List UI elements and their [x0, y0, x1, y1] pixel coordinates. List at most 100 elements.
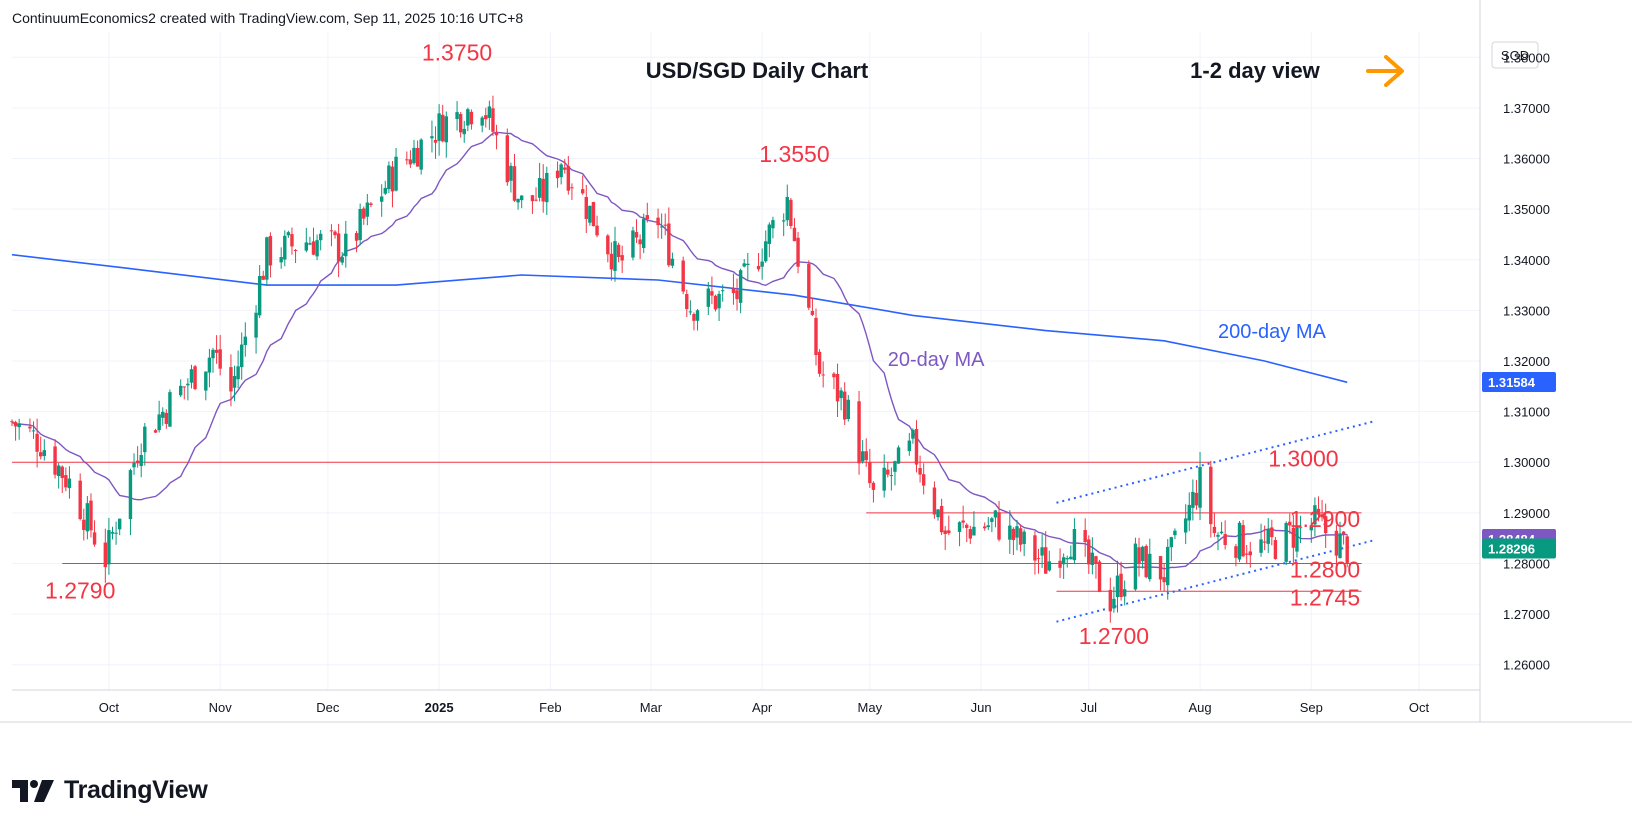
- candle-body: [462, 128, 466, 135]
- candle-up: [1284, 521, 1288, 566]
- candle-body: [1212, 526, 1217, 534]
- candle-body: [642, 218, 646, 249]
- candle-down: [968, 525, 973, 544]
- level-label: 1.3000: [1268, 445, 1338, 471]
- candle-down: [1223, 520, 1227, 550]
- candle-body: [1273, 540, 1278, 559]
- candle-down: [961, 505, 965, 529]
- candle-down: [1018, 524, 1023, 552]
- x-tick-label: Dec: [316, 700, 340, 715]
- candle-body: [1011, 528, 1016, 541]
- candle-body: [304, 242, 309, 251]
- candle-down: [1036, 548, 1041, 574]
- candle-down: [1162, 564, 1166, 592]
- candle-down: [329, 224, 334, 247]
- candle-body: [965, 524, 969, 528]
- candle-body: [311, 241, 316, 255]
- candle-down: [433, 126, 438, 159]
- candle-body: [383, 187, 387, 194]
- candle-up: [764, 230, 768, 263]
- candle-down: [92, 520, 97, 547]
- candle-body: [764, 241, 768, 262]
- candle-up: [1166, 539, 1170, 600]
- candle-body: [1209, 466, 1213, 525]
- candle-down: [685, 289, 689, 318]
- candle-up: [286, 230, 291, 238]
- ma200-path: [11, 253, 1348, 384]
- candle-body: [1341, 531, 1346, 535]
- candle-body: [178, 385, 183, 396]
- candle-down: [1334, 525, 1339, 566]
- candle-body: [932, 487, 937, 515]
- candle-up: [308, 236, 312, 246]
- candle-up: [907, 432, 912, 456]
- candle-body: [132, 462, 136, 468]
- candle-body: [1108, 589, 1113, 612]
- candle-body: [1323, 516, 1328, 534]
- candle-body: [135, 460, 140, 464]
- candle-up: [315, 234, 319, 261]
- candle-down: [1248, 541, 1252, 568]
- candle-body: [631, 230, 635, 258]
- candle-up: [1065, 555, 1069, 568]
- candle-down: [458, 112, 463, 138]
- candle-up: [1298, 515, 1303, 544]
- chart-header: ContinuumEconomics2 created with Trading…: [12, 10, 524, 26]
- candle-body: [293, 250, 298, 252]
- candle-up: [1040, 534, 1044, 568]
- candle-body: [1115, 575, 1120, 597]
- candle-down: [943, 526, 947, 551]
- candle-body: [663, 224, 667, 226]
- candle-body: [889, 475, 894, 477]
- candle-body: [193, 366, 197, 390]
- candle-down: [10, 419, 14, 427]
- candle-up: [110, 526, 115, 540]
- candle-body: [13, 422, 18, 427]
- candle-body: [1259, 539, 1263, 553]
- candle-down: [731, 273, 736, 305]
- candle-body: [362, 208, 366, 219]
- candle-body: [566, 166, 571, 191]
- candle-down: [354, 230, 359, 253]
- candle-up: [114, 521, 118, 545]
- candle-down: [807, 260, 811, 311]
- candle-body: [968, 529, 973, 539]
- candle-body: [914, 429, 919, 465]
- candle-up: [168, 389, 172, 427]
- candle-body: [613, 241, 617, 271]
- candle-body: [1090, 552, 1095, 565]
- candle-down: [918, 455, 922, 483]
- candle-up: [358, 203, 362, 246]
- candle-up: [31, 421, 36, 439]
- candle-body: [1316, 508, 1321, 515]
- candle-down: [28, 418, 32, 433]
- candle-down: [914, 420, 919, 473]
- candle-up: [642, 213, 646, 254]
- candle-down: [512, 153, 517, 202]
- candle-up: [1259, 523, 1263, 557]
- candle-body: [1166, 546, 1170, 586]
- candle-body: [512, 166, 517, 201]
- candle-down: [64, 467, 68, 492]
- candle-down: [580, 175, 585, 195]
- x-tick-label: Nov: [209, 700, 233, 715]
- candle-body: [1094, 556, 1098, 564]
- candle-body: [315, 240, 319, 257]
- candle-body: [896, 447, 901, 464]
- candle-down: [1058, 548, 1062, 579]
- candle-body: [656, 217, 660, 226]
- candle-body: [1033, 535, 1037, 561]
- candle-body: [487, 106, 492, 118]
- candle-body: [53, 446, 57, 475]
- tradingview-brand[interactable]: TradingView: [12, 776, 208, 805]
- candle-up: [379, 184, 384, 217]
- candle-body: [82, 519, 86, 531]
- candle-up: [1237, 521, 1242, 563]
- candle-down: [1011, 527, 1016, 556]
- candle-up: [957, 521, 962, 547]
- candle-body: [509, 165, 513, 181]
- candle-up: [283, 230, 287, 267]
- candle-down: [868, 448, 872, 488]
